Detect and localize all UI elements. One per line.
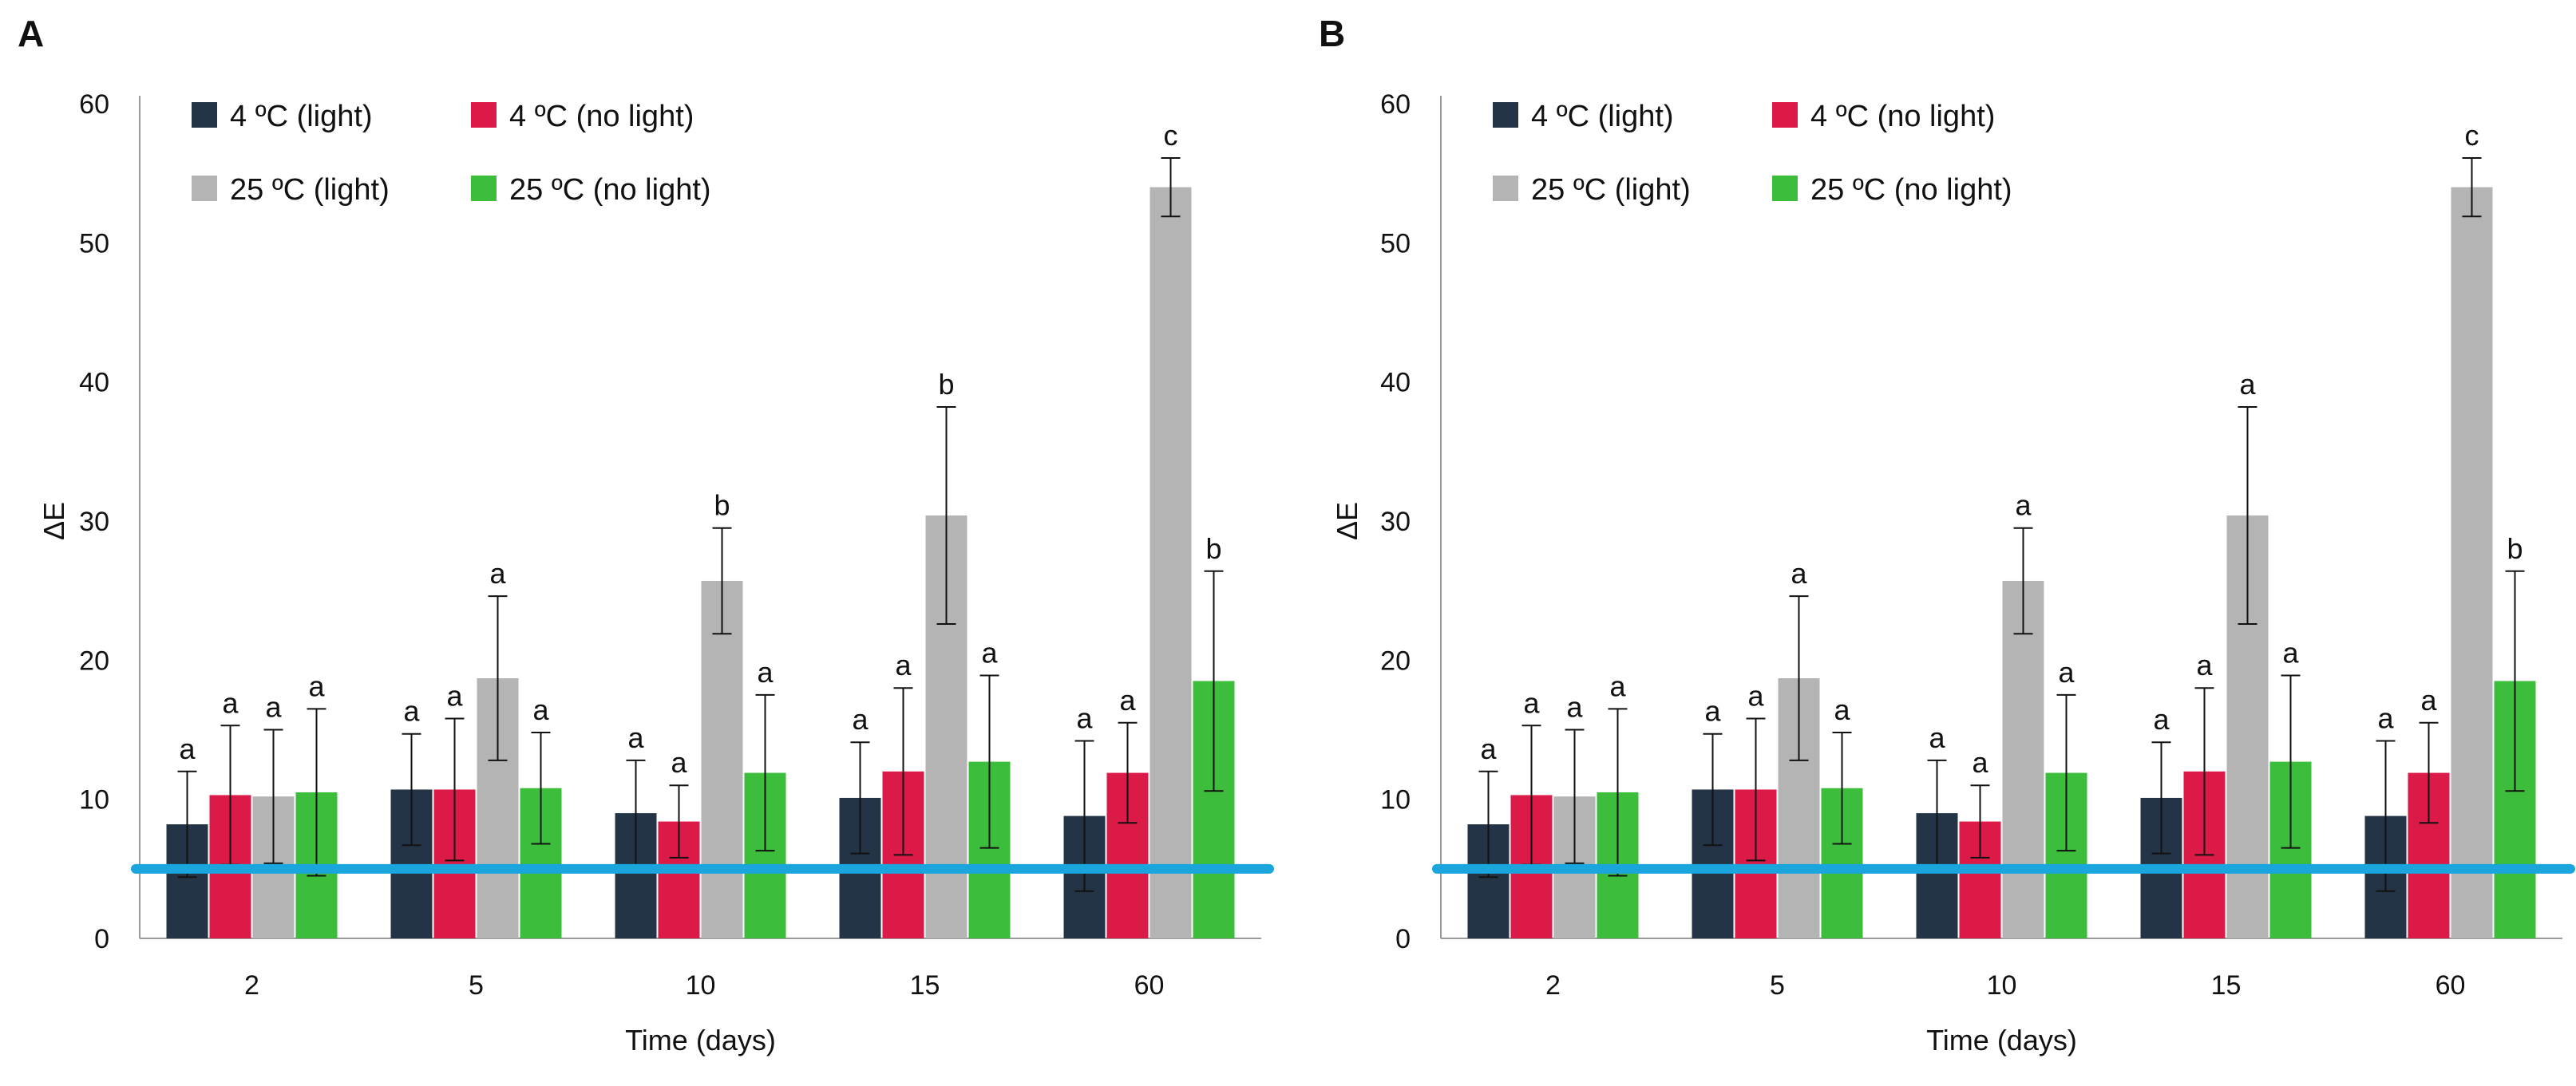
y-tick-label: 20 — [1380, 646, 1411, 676]
significance-label: a — [1704, 695, 1721, 728]
y-axis-title: ΔE — [38, 502, 70, 540]
significance-label: a — [1566, 691, 1583, 724]
significance-label: b — [938, 368, 954, 401]
significance-label: a — [1834, 693, 1850, 726]
y-tick-label: 60 — [1380, 89, 1411, 120]
significance-label: b — [2507, 532, 2523, 565]
significance-label: b — [714, 489, 730, 522]
significance-label: a — [671, 746, 687, 779]
significance-label: a — [2420, 684, 2437, 717]
significance-label: a — [179, 733, 196, 765]
bar — [701, 580, 743, 938]
legend-label: 4 ºC (no light) — [1810, 100, 1995, 133]
significance-label: a — [403, 695, 420, 728]
significance-label: a — [265, 691, 282, 724]
bar — [2451, 187, 2493, 939]
significance-label: a — [2058, 656, 2075, 689]
legend-label: 25 ºC (light) — [230, 173, 390, 207]
significance-label: a — [308, 669, 325, 702]
significance-label: a — [895, 649, 912, 681]
significance-label: c — [1164, 119, 1178, 152]
y-tick-label: 50 — [1380, 228, 1411, 259]
significance-label: a — [2153, 703, 2170, 736]
significance-label: c — [2465, 119, 2479, 152]
significance-label: a — [2282, 637, 2299, 669]
significance-label: a — [1747, 680, 1764, 713]
significance-label: a — [2377, 701, 2394, 734]
significance-label: a — [1972, 746, 1988, 779]
significance-label: a — [1929, 721, 1945, 754]
y-axis-title: ΔE — [1331, 502, 1363, 540]
legend-swatch — [192, 102, 217, 128]
y-tick-label: 0 — [1395, 924, 1411, 954]
legend-swatch — [1493, 176, 1518, 201]
significance-label: a — [1609, 669, 1626, 702]
legend-swatch — [192, 176, 217, 201]
panel-letter: A — [18, 13, 44, 54]
x-tick-label: 5 — [1770, 970, 1785, 1001]
legend-swatch — [1772, 102, 1798, 128]
significance-label: a — [852, 703, 869, 736]
significance-label: a — [2196, 649, 2213, 681]
bar — [2002, 580, 2044, 938]
legend-swatch — [471, 176, 497, 201]
x-tick-label: 2 — [244, 970, 259, 1001]
x-tick-label: 10 — [1987, 970, 2017, 1001]
significance-label: a — [1119, 684, 1136, 717]
legend-label: 25 ºC (no light) — [1810, 173, 2012, 207]
significance-label: a — [627, 721, 644, 754]
y-tick-label: 10 — [1380, 785, 1411, 815]
x-tick-label: 15 — [2211, 970, 2242, 1001]
significance-label: a — [446, 680, 463, 713]
y-tick-label: 60 — [79, 89, 109, 120]
significance-label: a — [1480, 733, 1497, 765]
significance-label: a — [489, 557, 506, 590]
x-tick-label: 2 — [1545, 970, 1561, 1001]
legend-swatch — [1493, 102, 1518, 128]
x-axis-title: Time (days) — [625, 1024, 776, 1056]
significance-label: a — [1523, 686, 1540, 719]
y-tick-label: 40 — [1380, 368, 1411, 398]
y-tick-label: 0 — [94, 924, 109, 954]
x-tick-label: 10 — [686, 970, 716, 1001]
significance-label: a — [757, 656, 774, 689]
significance-label: b — [1205, 532, 1221, 565]
x-axis-title: Time (days) — [1926, 1024, 2077, 1056]
legend-label: 4 ºC (light) — [1531, 100, 1674, 133]
legend-label: 4 ºC (light) — [230, 100, 373, 133]
x-tick-label: 60 — [1134, 970, 1165, 1001]
y-tick-label: 30 — [1380, 507, 1411, 537]
significance-label: a — [222, 686, 239, 719]
significance-label: a — [1076, 701, 1093, 734]
x-tick-label: 15 — [910, 970, 940, 1001]
significance-label: a — [2239, 368, 2256, 401]
significance-label: a — [2015, 489, 2032, 522]
y-tick-label: 20 — [79, 646, 109, 676]
significance-label: a — [1791, 557, 1807, 590]
y-tick-label: 30 — [79, 507, 109, 537]
y-tick-label: 40 — [79, 368, 109, 398]
y-tick-label: 10 — [79, 785, 109, 815]
legend-label: 4 ºC (no light) — [509, 100, 694, 133]
legend-label: 25 ºC (light) — [1531, 173, 1691, 207]
significance-label: a — [532, 693, 549, 726]
bar — [1150, 187, 1192, 939]
y-tick-label: 50 — [79, 228, 109, 259]
legend-label: 25 ºC (no light) — [509, 173, 711, 207]
x-tick-label: 60 — [2436, 970, 2466, 1001]
legend-swatch — [1772, 176, 1798, 201]
panel-letter: B — [1319, 13, 1345, 54]
x-tick-label: 5 — [469, 970, 484, 1001]
legend-swatch — [471, 102, 497, 128]
significance-label: a — [981, 637, 998, 669]
